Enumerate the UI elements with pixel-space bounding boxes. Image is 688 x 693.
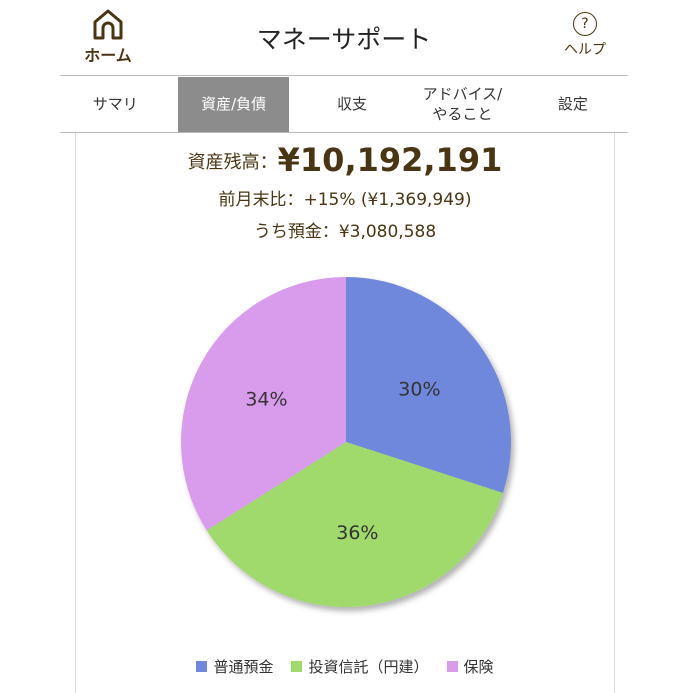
pie-label-2: 34% [245,388,287,410]
help-label: ヘルプ [564,42,606,58]
legend-swatch [291,661,303,672]
home-label: ホーム [84,46,132,65]
tab-advice-todo[interactable]: アドバイス/ やること [422,85,503,123]
page-title: マネーサポート [256,25,432,54]
legend-swatch [446,661,458,672]
month-change: 前月末比：+15% (¥1,369,949) [218,190,472,210]
legend-label: 保険 [463,658,494,676]
pie-slice-1 [206,442,503,607]
app-header: ホーム マネーサポート ? ヘルプ [60,0,628,76]
tab-bar: サマリ 資産/負債 収支 アドバイス/ やること 設定 [60,77,628,133]
asset-pie-chart: 30% 36% 34% [181,277,511,607]
legend-swatch [196,661,208,672]
tab-summary[interactable]: サマリ [92,94,138,113]
pie-label-1: 36% [336,522,378,544]
tab-income-expense[interactable]: 収支 [337,94,368,113]
assets-panel: 資産残高：¥10,192,191 前月末比：+15% (¥1,369,949) … [75,133,615,693]
chart-legend: 普通預金 投資信託（円建） 保険 [76,656,614,677]
pie-slice-0 [346,277,511,493]
home-icon [93,9,123,40]
balance-value: ¥10,192,191 [277,141,503,179]
home-button[interactable]: ホーム [78,8,138,66]
legend-item: 投資信託（円建） [291,656,429,677]
pie-slice-2 [181,277,346,531]
tab-settings[interactable]: 設定 [557,94,588,113]
legend-item: 保険 [446,656,494,677]
balance-label: 資産残高： [187,152,278,173]
pie-label-0: 30% [398,379,440,401]
legend-item: 普通預金 [196,656,273,677]
help-button[interactable]: ? ヘルプ [564,12,606,59]
deposit-amount: うち預金：¥3,080,588 [253,222,437,242]
legend-label: 普通預金 [213,658,274,676]
asset-balance: 資産残高：¥10,192,191 [76,141,614,179]
legend-label: 投資信託（円建） [308,658,429,676]
tab-assets-liabilities[interactable]: 資産/負債 [178,77,289,132]
help-icon: ? [573,12,597,36]
